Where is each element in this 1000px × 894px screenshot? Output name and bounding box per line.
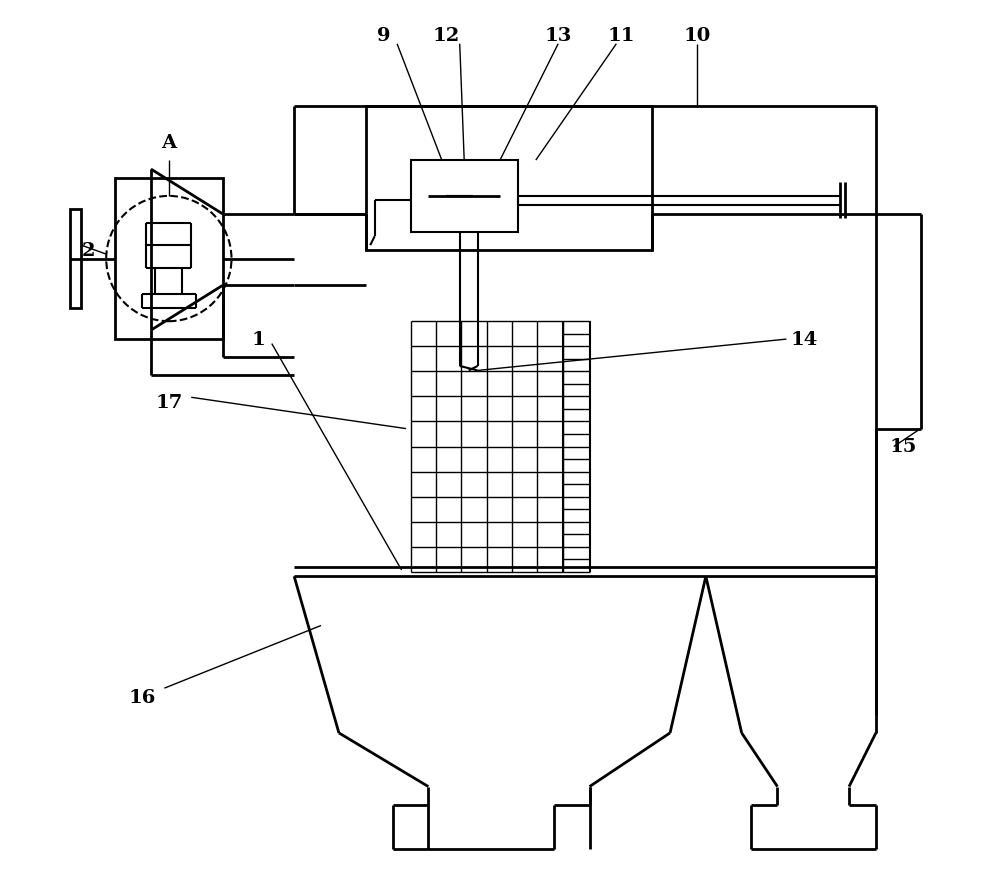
Text: 17: 17	[155, 393, 182, 411]
Text: 2: 2	[82, 241, 95, 259]
Text: A: A	[161, 134, 176, 152]
Bar	[115, 179, 223, 340]
Text: 10: 10	[683, 27, 711, 45]
Text: 15: 15	[889, 438, 916, 456]
Text: 12: 12	[433, 27, 460, 45]
Text: 11: 11	[607, 27, 635, 45]
Text: 1: 1	[251, 331, 265, 349]
Text: 13: 13	[544, 27, 572, 45]
Text: 16: 16	[128, 688, 156, 706]
Bar	[411, 161, 518, 232]
Text: 14: 14	[791, 331, 818, 349]
Text: 9: 9	[377, 27, 390, 45]
Bar	[366, 107, 652, 250]
Bar	[70, 210, 81, 308]
